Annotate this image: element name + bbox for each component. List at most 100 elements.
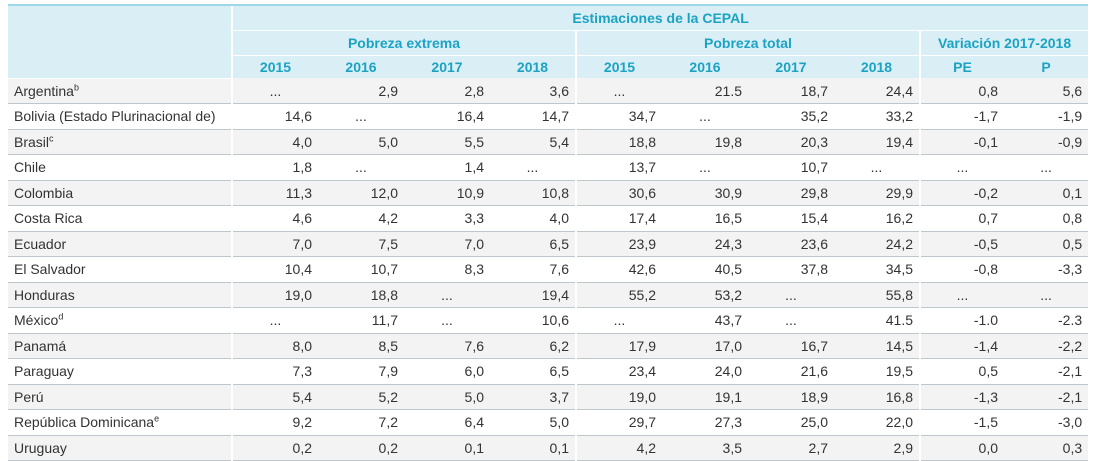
country-cell: Colombia bbox=[8, 180, 232, 206]
value-cell: 10,9 bbox=[404, 180, 490, 206]
value-cell: 0,8 bbox=[919, 78, 1004, 104]
value-cell: 10,6 bbox=[490, 307, 576, 334]
value-cell: 7,9 bbox=[318, 358, 404, 385]
value-cell: -3,3 bbox=[1004, 256, 1089, 283]
country-name: Uruguay bbox=[14, 439, 67, 456]
table-row: Panamá 8,0 8,5 7,6 6,2 17,9 17,0 16,7 14,5 -1,4 -2… bbox=[8, 333, 1089, 359]
value-cell: 16,2 bbox=[834, 205, 920, 232]
value-cell: 17,0 bbox=[662, 333, 748, 359]
value-cell: 41.5 bbox=[834, 307, 920, 334]
table-row: Brasilc 4,0 5,0 5,5 5,4 18,8 19,8 20,3 19,4 -0,1-… bbox=[8, 129, 1089, 155]
value-cell: -0,8 bbox=[919, 256, 1004, 283]
column-header: 2018 bbox=[490, 55, 576, 78]
column-header: 2015 bbox=[231, 55, 318, 78]
value-cell: ... bbox=[748, 307, 834, 334]
table-row: Méxicod... 11,7... 10,6... 43,7... 41.5 -1.0-… bbox=[8, 307, 1089, 334]
value-cell: ... bbox=[662, 154, 748, 181]
value-cell: 13,7 bbox=[575, 154, 662, 181]
value-cell: 19,4 bbox=[490, 282, 576, 308]
value-cell: 10,4 bbox=[231, 256, 318, 283]
country-name: El Salvador bbox=[14, 261, 86, 278]
value-cell: -1,4 bbox=[919, 333, 1004, 359]
country-cell: Ecuador bbox=[8, 231, 232, 257]
column-header: P bbox=[1004, 55, 1089, 78]
country-name: Colombia bbox=[14, 184, 74, 201]
table-row: Chile 1,8... 1,4... 13,7... 10,7......... bbox=[8, 154, 1089, 181]
value-cell: 40,5 bbox=[662, 256, 748, 283]
column-header: 2017 bbox=[404, 55, 490, 78]
country-name: Chile bbox=[14, 159, 46, 176]
value-cell: 2,8 bbox=[404, 78, 490, 104]
value-cell: 4,0 bbox=[231, 129, 318, 155]
value-cell: 3,3 bbox=[404, 205, 490, 232]
value-cell: 1,4 bbox=[404, 154, 490, 181]
table-row: Ecuador 7,0 7,5 7,0 6,5 23,9 24,3 23,6 24,2 -0,5 0… bbox=[8, 231, 1089, 257]
value-cell: ... bbox=[404, 307, 490, 334]
value-cell: 14,6 bbox=[231, 103, 318, 130]
value-cell: ... bbox=[490, 154, 576, 181]
value-cell: 7,6 bbox=[490, 256, 576, 283]
value-cell: 14,7 bbox=[490, 103, 576, 130]
country-cell: Costa Rica bbox=[8, 205, 232, 232]
poverty-table: Estimaciones de la CEPAL Pobreza extrema… bbox=[8, 6, 1089, 461]
value-cell: -2,1 bbox=[1004, 358, 1089, 385]
value-cell: 17,9 bbox=[575, 333, 662, 359]
value-cell: ... bbox=[318, 103, 404, 130]
value-cell: 7,0 bbox=[404, 231, 490, 257]
value-cell: 0,1 bbox=[404, 435, 490, 461]
value-cell: 19,4 bbox=[834, 129, 920, 155]
value-cell: 35,2 bbox=[748, 103, 834, 130]
value-cell: 7,5 bbox=[318, 231, 404, 257]
column-header: PE bbox=[919, 55, 1004, 78]
value-cell: ... bbox=[575, 307, 662, 334]
footnote-marker: e bbox=[154, 413, 160, 424]
value-cell: 1,8 bbox=[231, 154, 318, 181]
value-cell: 16,7 bbox=[748, 333, 834, 359]
table-row: Bolivia (Estado Plurinacional de) 14,6...… bbox=[8, 103, 1089, 130]
table-row: Costa Rica 4,6 4,2 3,3 4,0 17,4 16,5 15,4 16,2 0,… bbox=[8, 205, 1089, 232]
column-header: 2017 bbox=[748, 55, 834, 78]
value-cell: 5,4 bbox=[231, 384, 318, 410]
country-name: Panamá bbox=[14, 337, 67, 354]
value-cell: 5,6 bbox=[1004, 78, 1089, 104]
table-body: Argentinab... 2,9 2,8 3,6... 21.5 18,7 24,4 0,8… bbox=[8, 78, 1089, 461]
value-cell: 8,3 bbox=[404, 256, 490, 283]
value-cell: 18,8 bbox=[318, 282, 404, 308]
value-cell: 5,5 bbox=[404, 129, 490, 155]
value-cell: 14,5 bbox=[834, 333, 920, 359]
value-cell: ... bbox=[575, 78, 662, 104]
value-cell: 0,1 bbox=[490, 435, 576, 461]
value-cell: 5,0 bbox=[490, 409, 576, 436]
value-cell: 10,7 bbox=[748, 154, 834, 181]
value-cell: 0,5 bbox=[919, 358, 1004, 385]
value-cell: -1.0 bbox=[919, 307, 1004, 334]
value-cell: 0,0 bbox=[919, 435, 1004, 461]
value-cell: 16,4 bbox=[404, 103, 490, 130]
country-name: Perú bbox=[14, 388, 44, 405]
column-header: 2015 bbox=[575, 55, 662, 78]
country-name: Bolivia (Estado Plurinacional de) bbox=[14, 108, 216, 125]
country-name: República Dominicana bbox=[14, 414, 155, 431]
value-cell: ... bbox=[231, 78, 318, 104]
value-cell: -1,9 bbox=[1004, 103, 1089, 130]
value-cell: 24,3 bbox=[662, 231, 748, 257]
value-cell: ... bbox=[919, 282, 1004, 308]
value-cell: -3,0 bbox=[1004, 409, 1089, 436]
table-row: Perú 5,4 5,2 5,0 3,7 19,0 19,1 18,9 16,8 -1,3 -2,1 bbox=[8, 384, 1089, 410]
value-cell: 2,7 bbox=[748, 435, 834, 461]
value-cell: 0,2 bbox=[318, 435, 404, 461]
value-cell: 7,0 bbox=[231, 231, 318, 257]
value-cell: 20,3 bbox=[748, 129, 834, 155]
value-cell: 23,4 bbox=[575, 358, 662, 385]
header-corner bbox=[8, 6, 232, 79]
country-name: Ecuador bbox=[14, 235, 67, 252]
country-cell: Bolivia (Estado Plurinacional de) bbox=[8, 103, 232, 130]
value-cell: 19,0 bbox=[575, 384, 662, 410]
value-cell: 29,9 bbox=[834, 180, 920, 206]
value-cell: -0,9 bbox=[1004, 129, 1089, 155]
value-cell: 10,8 bbox=[490, 180, 576, 206]
value-cell: 21.5 bbox=[662, 78, 748, 104]
value-cell: ... bbox=[1004, 282, 1089, 308]
country-cell: El Salvador bbox=[8, 256, 232, 283]
value-cell: 55,2 bbox=[575, 282, 662, 308]
